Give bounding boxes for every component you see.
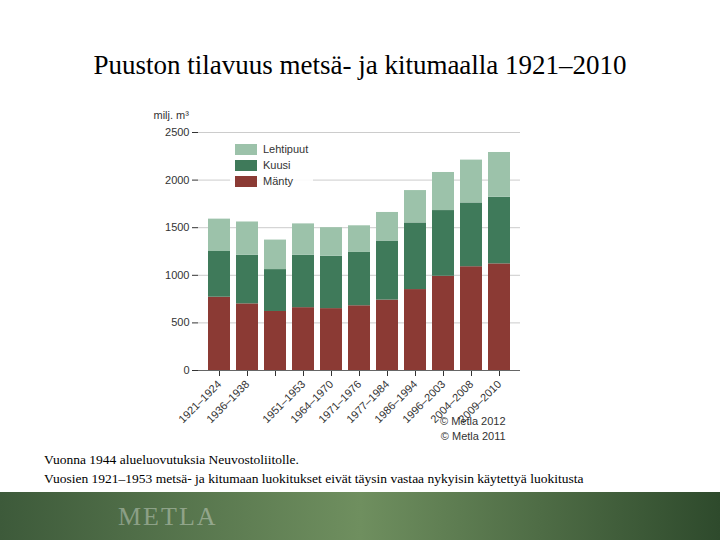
svg-text:2500: 2500 — [165, 126, 189, 138]
svg-text:1936–1938: 1936–1938 — [204, 378, 251, 425]
svg-text:1500: 1500 — [165, 221, 189, 233]
svg-text:1000: 1000 — [165, 269, 189, 281]
svg-text:2000: 2000 — [165, 174, 189, 186]
svg-text:milj. m³: milj. m³ — [154, 109, 190, 121]
svg-text:0: 0 — [183, 364, 189, 376]
svg-text:500: 500 — [171, 316, 189, 328]
